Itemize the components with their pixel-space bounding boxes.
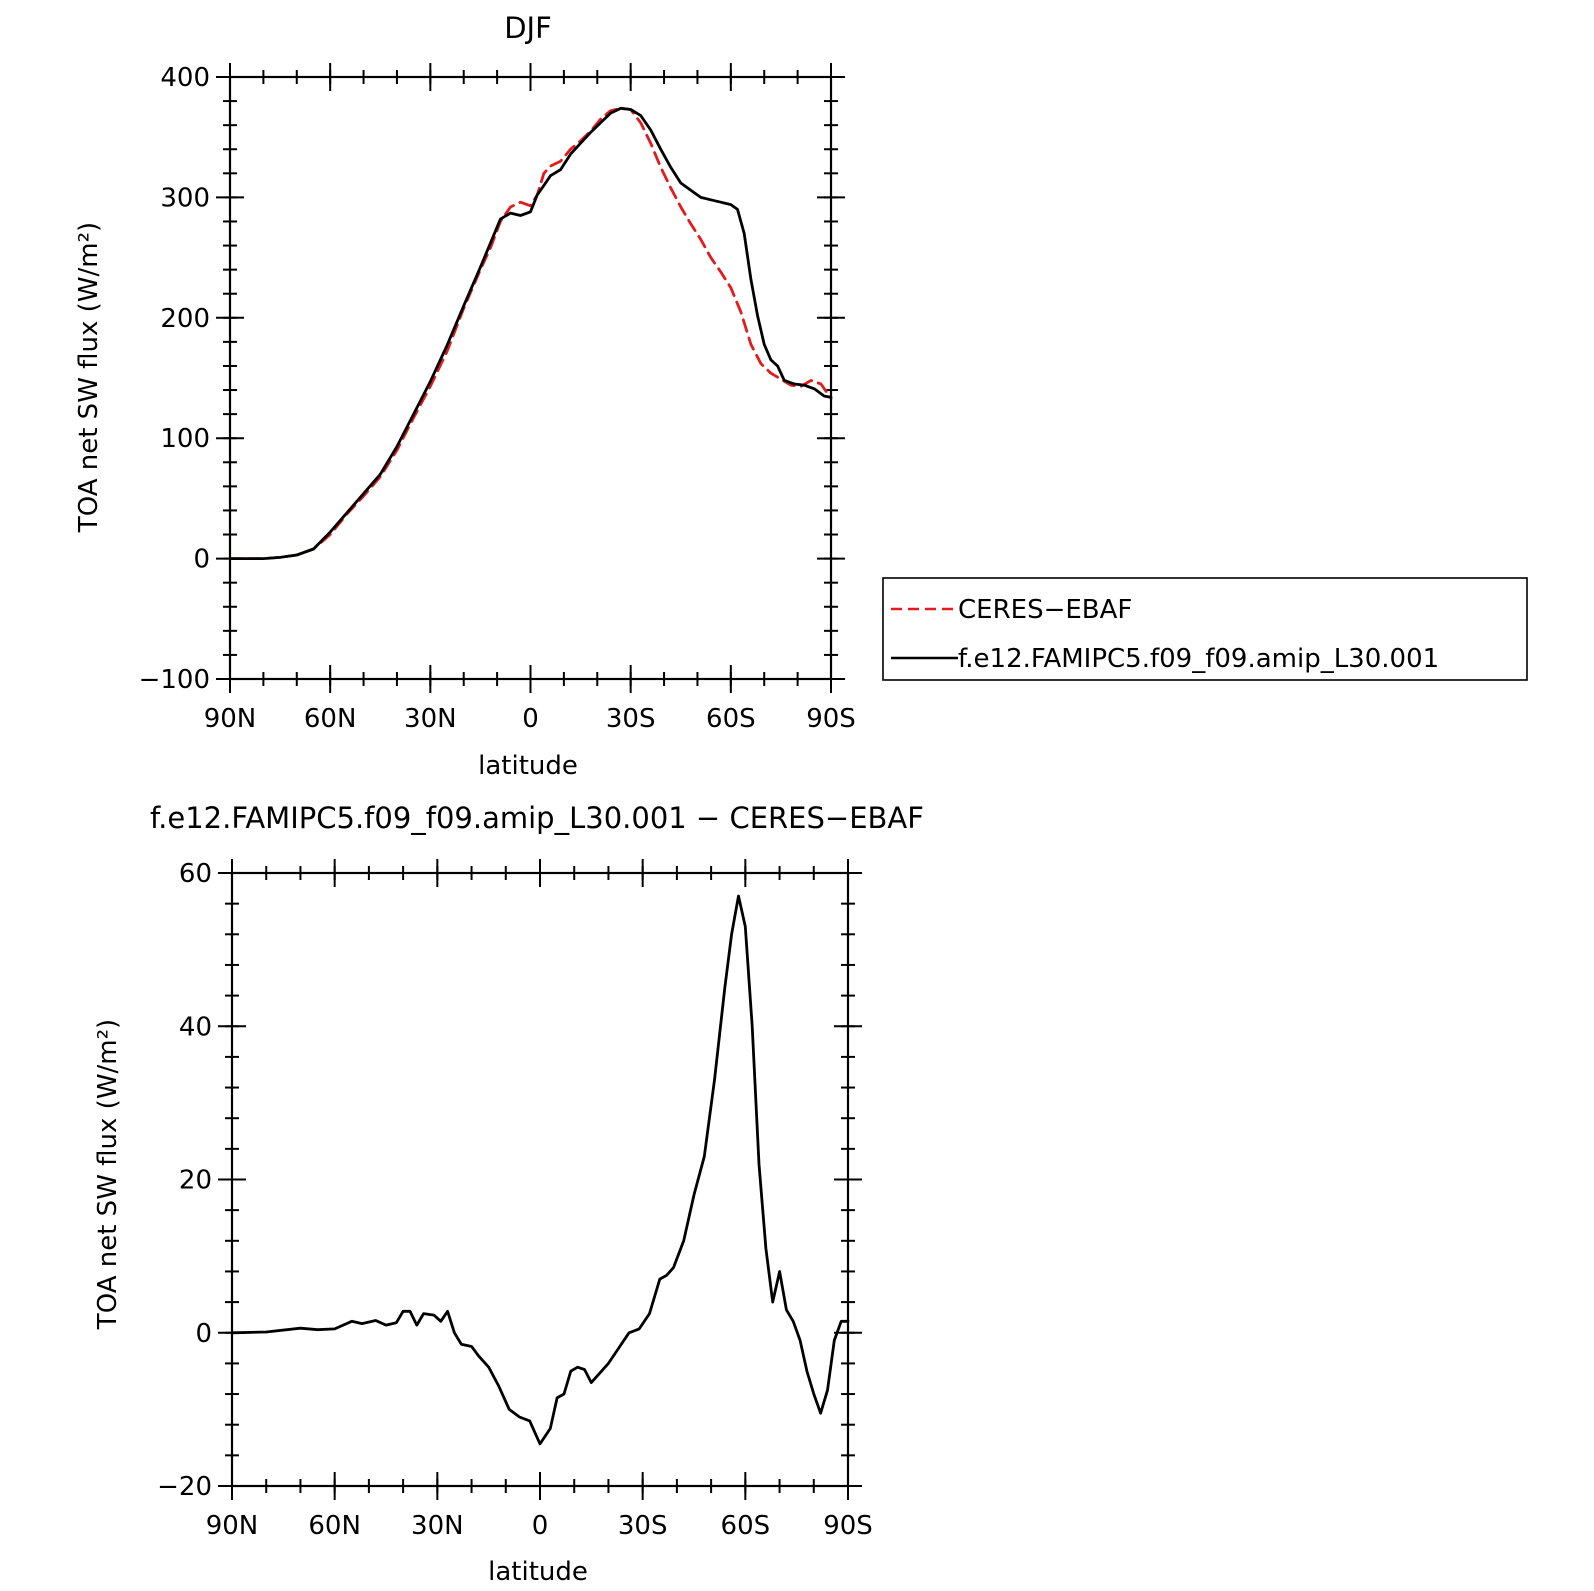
series-line-a <box>230 894 850 1446</box>
legend-label-ceres: CERES−EBAF <box>958 595 1132 625</box>
series-lines <box>230 894 850 1446</box>
x-tick-label: 30N <box>411 1511 464 1541</box>
y-tick-label: 0 <box>193 545 210 575</box>
x-tick-label: 90S <box>823 1511 873 1541</box>
x-tick-label: 90N <box>204 704 257 734</box>
y-tick-label: 400 <box>160 63 210 93</box>
y-tick-label: 40 <box>179 1012 212 1042</box>
x-tick-label: 30N <box>404 704 457 734</box>
plot-frame <box>228 75 833 681</box>
x-tick-label: 0 <box>522 704 539 734</box>
x-tick-label: 0 <box>532 1511 549 1541</box>
x-tick-label: 60S <box>721 1511 771 1541</box>
x-axis-label: latitude <box>488 1557 588 1587</box>
x-tick-labels: 90N 60N 30N 0 30S 60S 90S <box>204 704 856 734</box>
tick-marks <box>216 63 845 693</box>
y-tick-label: −100 <box>139 665 210 695</box>
y-axis-label: TOA net SW flux (W/m²) <box>93 1019 123 1330</box>
y-tick-label: 300 <box>160 183 210 213</box>
x-tick-label: 60S <box>706 704 756 734</box>
legend-label-model: f.e12.FAMIPC5.f09_f09.amip_L30.001 <box>958 644 1439 674</box>
x-tick-label: 60N <box>308 1511 361 1541</box>
plot-frame <box>230 871 850 1488</box>
tick-marks <box>218 859 862 1500</box>
y-tick-label: 0 <box>195 1319 212 1349</box>
y-tick-label: 200 <box>160 304 210 334</box>
y-tick-label: 60 <box>179 859 212 889</box>
x-tick-labels: 90N 60N 30N 0 30S 60S 90S <box>206 1511 873 1541</box>
series-line-b <box>228 106 833 560</box>
y-tick-label: 100 <box>160 424 210 454</box>
y-tick-label: 20 <box>179 1166 212 1196</box>
x-tick-label: 90N <box>206 1511 259 1541</box>
chart-title: DJF <box>504 11 552 45</box>
y-tick-labels: −100 0 100 200 300 400 <box>139 63 210 695</box>
series-line-a <box>228 106 833 560</box>
x-tick-label: 90S <box>806 704 856 734</box>
y-tick-labels: −20 0 20 40 60 <box>157 859 212 1502</box>
y-tick-label: −20 <box>157 1472 212 1502</box>
legend: CERES−EBAF f.e12.FAMIPC5.f09_f09.amip_L3… <box>882 577 1528 681</box>
panel-difference: f.e12.FAMIPC5.f09_f09.amip_L30.001 − CER… <box>93 801 924 1587</box>
x-tick-label: 60N <box>304 704 357 734</box>
x-tick-label: 30S <box>606 704 656 734</box>
y-axis-label: TOA net SW flux (W/m²) <box>74 222 104 533</box>
difference-chart-title: f.e12.FAMIPC5.f09_f09.amip_L30.001 − CER… <box>150 801 924 835</box>
series-lines <box>228 106 833 560</box>
panel-djf: DJF TOA net SW flux (W/m²) latitude −100… <box>74 11 856 781</box>
x-axis-label: latitude <box>478 751 578 781</box>
legend-box <box>882 577 1528 681</box>
x-tick-label: 30S <box>618 1511 668 1541</box>
